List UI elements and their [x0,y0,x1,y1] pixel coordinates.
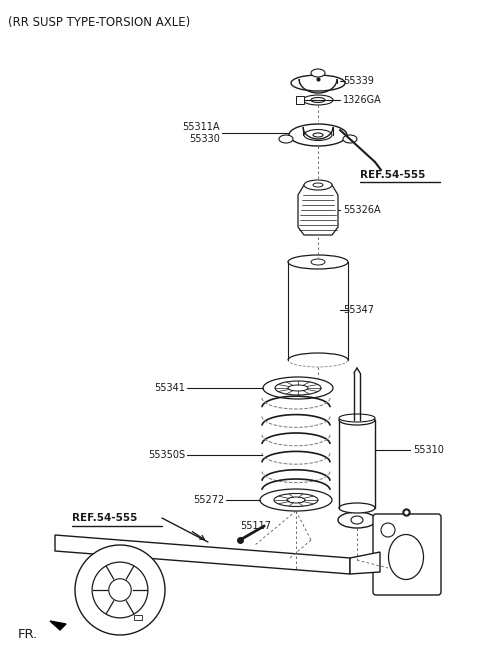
Text: 55341: 55341 [154,383,185,393]
Ellipse shape [304,180,332,190]
Text: 55310: 55310 [413,445,444,455]
Ellipse shape [339,503,375,513]
Polygon shape [55,535,350,574]
Text: REF.54-555: REF.54-555 [360,170,425,180]
Ellipse shape [339,414,375,422]
Text: (RR SUSP TYPE-TORSION AXLE): (RR SUSP TYPE-TORSION AXLE) [8,16,190,29]
Ellipse shape [263,377,333,399]
Ellipse shape [343,135,357,143]
Text: 55350S: 55350S [148,450,185,460]
Text: REF.54-555: REF.54-555 [72,513,137,523]
Polygon shape [298,185,338,235]
Ellipse shape [338,512,376,528]
Circle shape [75,545,165,635]
Text: 55339: 55339 [343,76,374,86]
Text: 55311A: 55311A [182,122,220,132]
FancyBboxPatch shape [373,514,441,595]
Polygon shape [350,552,380,574]
Ellipse shape [289,124,347,146]
Text: 1326GA: 1326GA [343,95,382,105]
Text: 55117: 55117 [240,521,271,531]
Text: 55330: 55330 [189,134,220,144]
Text: 55272: 55272 [193,495,224,505]
Ellipse shape [288,255,348,269]
Ellipse shape [279,135,293,143]
Text: 55347: 55347 [343,305,374,315]
Ellipse shape [339,415,375,425]
Bar [133,615,142,620]
Ellipse shape [311,259,325,265]
Text: FR.: FR. [18,629,38,641]
Ellipse shape [291,75,345,91]
Ellipse shape [260,489,332,511]
Bar [296,96,304,104]
Ellipse shape [311,69,325,77]
Polygon shape [50,621,66,630]
Ellipse shape [303,95,333,105]
Ellipse shape [304,129,332,141]
Text: 55326A: 55326A [343,205,381,215]
